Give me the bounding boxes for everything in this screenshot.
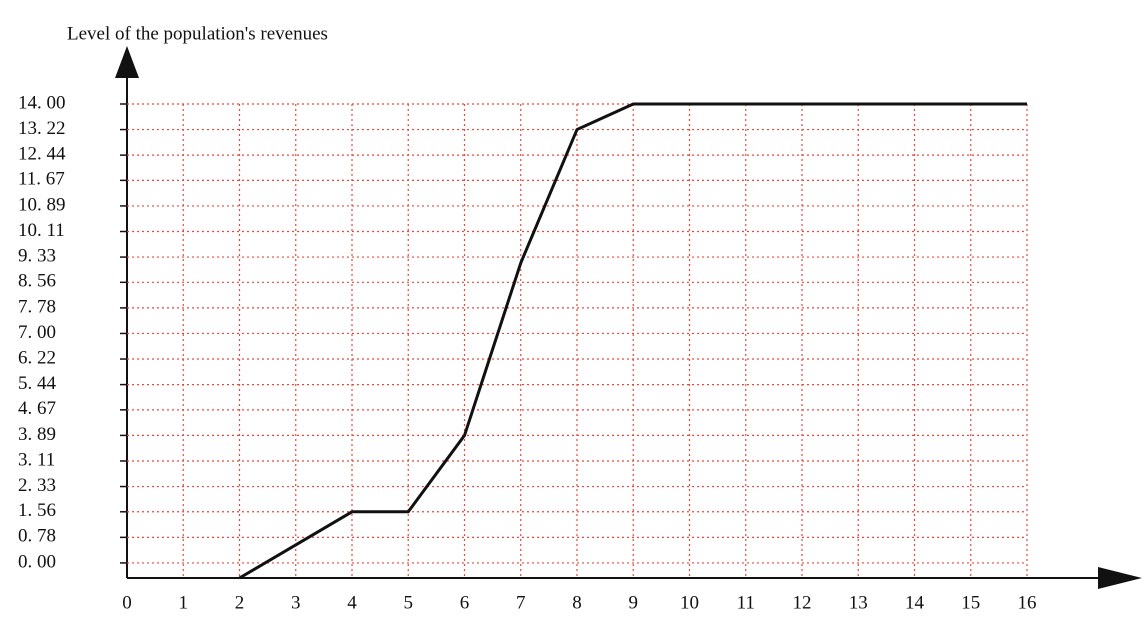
x-tick-label: 14 <box>905 592 925 613</box>
x-tick-label: 2 <box>235 592 245 613</box>
y-tick-label: 11. 67 <box>18 169 65 190</box>
y-tick-label: 4. 67 <box>18 398 56 419</box>
y-tick-label: 0. 00 <box>18 551 56 572</box>
y-tick-label: 2. 33 <box>18 475 56 496</box>
y-axis-arrow <box>115 46 139 78</box>
y-tick-label: 6. 22 <box>18 347 56 368</box>
y-tick-label: 7. 78 <box>18 296 56 317</box>
y-tick-label: 12. 44 <box>18 143 66 164</box>
y-tick-label: 0. 78 <box>18 526 56 547</box>
x-axis-arrow <box>1098 567 1142 589</box>
y-tick-label: 8. 56 <box>18 271 56 292</box>
data-line <box>238 102 1027 580</box>
x-tick-label: 7 <box>516 592 526 613</box>
x-tick-label: 16 <box>1018 592 1037 613</box>
y-tick-label: 13. 22 <box>18 118 66 139</box>
x-tick-label: 9 <box>629 592 639 613</box>
x-tick-label: 11 <box>737 592 755 613</box>
x-tick-label: 12 <box>793 592 812 613</box>
x-tick-label: 1 <box>179 592 189 613</box>
x-tick-label: 3 <box>291 592 301 613</box>
x-tick-label: 6 <box>460 592 470 613</box>
y-tick-label: 9. 33 <box>18 245 56 266</box>
x-tick-label: 15 <box>961 592 980 613</box>
y-tick-label: 10. 89 <box>18 194 66 215</box>
y-tick-label: 7. 00 <box>18 322 56 343</box>
x-tick-label: 0 <box>122 592 132 613</box>
y-tick-label: 1. 56 <box>18 500 56 521</box>
y-tick-label: 5. 44 <box>18 373 57 394</box>
x-tick-label: 5 <box>404 592 414 613</box>
x-tick-label: 4 <box>347 592 357 613</box>
y-tick-label: 10. 11 <box>18 220 65 241</box>
y-tick-label: 3. 89 <box>18 424 56 445</box>
y-tick-label: 3. 11 <box>18 449 55 470</box>
y-axis-title: Level of the population's revenues <box>67 23 328 44</box>
x-tick-label: 13 <box>849 592 868 613</box>
x-tick-label: 8 <box>572 592 582 613</box>
x-tick-label: 10 <box>680 592 699 613</box>
y-tick-label: 14. 00 <box>18 92 66 113</box>
